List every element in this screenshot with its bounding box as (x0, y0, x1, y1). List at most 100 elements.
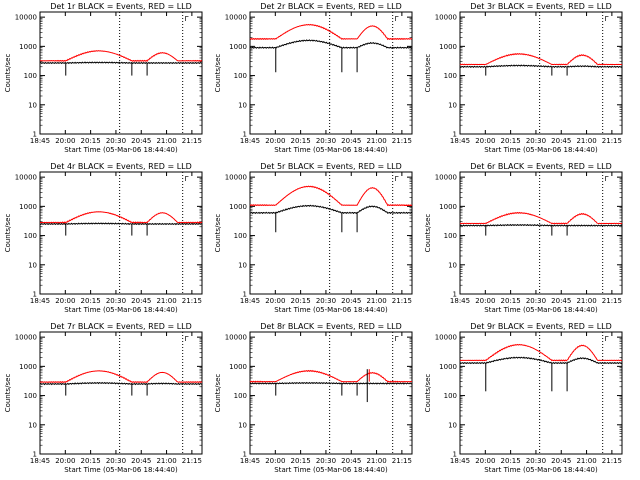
y-tick-label: 1 (243, 291, 247, 299)
plot-frame (459, 331, 623, 455)
x-tick-label: 20:45 (551, 297, 571, 305)
events-series (249, 204, 413, 215)
flag-marker: Γ (605, 335, 609, 343)
y-tick-label: 100 (234, 232, 247, 240)
x-tick-label: 21:15 (392, 457, 412, 465)
y-tick-label: 1000 (439, 363, 457, 371)
x-tick-label: 20:45 (131, 297, 151, 305)
flag-marker: Γ (185, 15, 189, 23)
flag-marker: Γ (395, 335, 399, 343)
y-tick-label: 1000 (439, 43, 457, 51)
x-tick-label: 20:30 (316, 457, 336, 465)
y-tick-label: 100 (444, 232, 457, 240)
x-tick-label: 20:45 (551, 457, 571, 465)
y-tick-label: 1 (33, 291, 37, 299)
x-tick-label: 20:30 (106, 457, 126, 465)
flag-marker: Γ (185, 175, 189, 183)
x-axis-label: Start Time (05-Mar-06 18:44:40) (484, 306, 598, 314)
x-tick-label: 20:15 (501, 457, 521, 465)
x-tick-label: 18:45 (240, 297, 260, 305)
panel-title: Det 3r BLACK = Events, RED = LLD (470, 2, 612, 11)
x-tick-label: 20:00 (475, 297, 495, 305)
plot-frame (459, 171, 623, 295)
panel-title: Det 6r BLACK = Events, RED = LLD (470, 162, 612, 171)
plot-frame (39, 331, 203, 455)
x-tick-label: 21:15 (602, 297, 622, 305)
x-tick-label: 21:15 (392, 297, 412, 305)
y-axis-label: Counts/sec (214, 214, 222, 253)
panel-title: Det 5r BLACK = Events, RED = LLD (260, 162, 402, 171)
panel-det-1: Det 1r BLACK = Events, RED = LLD 1 10 100 10… (4, 2, 203, 154)
panel-det-3: Det 3r BLACK = Events, RED = LLD 1 10 100 10… (424, 2, 623, 154)
y-tick-label: 1000 (19, 43, 37, 51)
y-axis-label: Counts/sec (4, 54, 12, 93)
x-tick-label: 20:15 (81, 457, 101, 465)
x-tick-label: 20:15 (291, 457, 311, 465)
x-tick-label: 20:00 (55, 137, 75, 145)
panel-det-2: Det 2r BLACK = Events, RED = LLD 1 10 100 10… (214, 2, 413, 154)
x-tick-label: 20:30 (316, 297, 336, 305)
x-tick-label: 20:30 (526, 457, 546, 465)
x-tick-label: 18:45 (30, 457, 50, 465)
y-tick-label: 1000 (229, 43, 247, 51)
x-tick-label: 20:30 (106, 297, 126, 305)
x-axis-label: Start Time (05-Mar-06 18:44:40) (484, 466, 598, 474)
events-series (249, 381, 413, 385)
panel-title: Det 9r BLACK = Events, RED = LLD (470, 322, 612, 331)
y-axis-label: Counts/sec (4, 374, 12, 413)
x-tick-label: 21:00 (366, 137, 386, 145)
plot-frame (249, 11, 413, 135)
y-tick-label: 1 (243, 131, 247, 139)
y-tick-label: 10 (448, 421, 457, 429)
x-tick-label: 20:45 (131, 137, 151, 145)
events-series (459, 64, 623, 68)
events-series (459, 356, 623, 365)
y-tick-label: 1000 (229, 363, 247, 371)
y-tick-label: 10000 (435, 174, 457, 182)
y-tick-label: 100 (234, 72, 247, 80)
flag-marker: Γ (395, 15, 399, 23)
x-tick-label: 20:15 (81, 297, 101, 305)
x-tick-label: 20:45 (341, 457, 361, 465)
x-tick-label: 20:00 (475, 457, 495, 465)
x-tick-label: 21:00 (156, 137, 176, 145)
lld-series (249, 369, 413, 383)
panel-det-8: Det 8r BLACK = Events, RED = LLD 1 10 100 10… (214, 322, 413, 474)
y-tick-label: 100 (24, 232, 37, 240)
x-tick-label: 20:15 (291, 297, 311, 305)
x-axis-label: Start Time (05-Mar-06 18:44:40) (64, 146, 178, 154)
panel-det-5: Det 5r BLACK = Events, RED = LLD 1 10 100 10… (214, 162, 413, 314)
lld-series (39, 370, 203, 384)
y-tick-label: 1 (33, 131, 37, 139)
y-tick-label: 10000 (225, 334, 247, 342)
x-tick-label: 20:00 (475, 137, 495, 145)
y-tick-label: 1000 (19, 363, 37, 371)
y-tick-label: 10000 (435, 334, 457, 342)
flag-marker: Γ (395, 175, 399, 183)
flag-marker: Γ (185, 335, 189, 343)
y-tick-label: 10000 (15, 334, 37, 342)
y-tick-label: 100 (444, 72, 457, 80)
x-tick-label: 21:00 (366, 297, 386, 305)
y-tick-label: 1000 (19, 203, 37, 211)
y-tick-label: 1 (33, 451, 37, 459)
x-tick-label: 20:45 (341, 297, 361, 305)
x-tick-label: 21:00 (576, 297, 596, 305)
y-tick-label: 1 (453, 451, 457, 459)
x-tick-label: 21:15 (182, 457, 202, 465)
panel-det-4: Det 4r BLACK = Events, RED = LLD 1 10 100 10… (4, 162, 203, 314)
flag-marker: Γ (605, 175, 609, 183)
x-tick-label: 21:15 (182, 297, 202, 305)
x-tick-label: 18:45 (450, 297, 470, 305)
x-tick-label: 20:30 (106, 137, 126, 145)
x-tick-label: 21:00 (366, 457, 386, 465)
y-tick-label: 10 (448, 261, 457, 269)
y-tick-label: 1 (453, 291, 457, 299)
plot-frame (249, 171, 413, 295)
x-tick-label: 21:00 (576, 457, 596, 465)
plot-frame (249, 331, 413, 455)
lld-series (40, 50, 203, 62)
x-tick-label: 20:00 (265, 457, 285, 465)
y-tick-label: 10 (238, 421, 247, 429)
